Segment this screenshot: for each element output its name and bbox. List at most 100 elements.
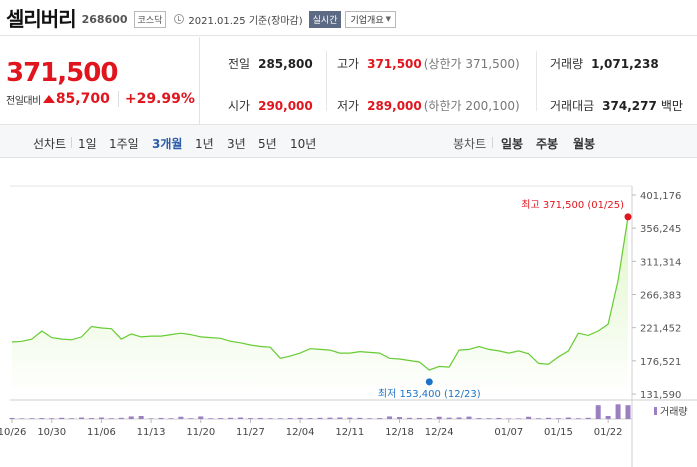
stat-low-value: 289,000 bbox=[367, 99, 422, 113]
stat-low-label: 저가 bbox=[337, 99, 360, 113]
stock-header: 셀리버리 268600 코스닥 2021.01.25 기준(장마감) 실시간 기… bbox=[0, 0, 697, 36]
volume-bar bbox=[19, 418, 25, 419]
y-tick-label: 266,383 bbox=[640, 291, 681, 302]
volume-bar bbox=[297, 417, 303, 419]
tab-period-1d[interactable]: 1일 bbox=[78, 137, 97, 151]
volume-bar bbox=[327, 417, 333, 419]
volume-bar bbox=[575, 418, 581, 419]
stat-amount-label: 거래대금 bbox=[550, 99, 595, 113]
change-label: 전일대비 bbox=[6, 95, 41, 107]
volume-bar bbox=[108, 418, 114, 419]
price-area bbox=[12, 216, 628, 394]
tab-period-5y[interactable]: 5년 bbox=[258, 137, 277, 151]
change-value: 85,700 bbox=[55, 91, 110, 107]
tab-period-3m[interactable]: 3개월 bbox=[152, 137, 183, 151]
volume-bar bbox=[456, 417, 462, 419]
volume-bar bbox=[168, 418, 174, 419]
tab-divider bbox=[71, 137, 72, 148]
tab-period-10y[interactable]: 10년 bbox=[290, 137, 317, 151]
volume-bar bbox=[625, 405, 631, 419]
price-chart: 401,176 356,245 311,314 266,383 221,452 176,5… bbox=[0, 185, 697, 467]
x-tick-label: 10/30 bbox=[37, 427, 66, 438]
stat-high-label: 고가 bbox=[337, 57, 360, 71]
x-tick-label: 01/15 bbox=[544, 427, 573, 438]
volume-bar bbox=[39, 418, 45, 419]
volume-bar bbox=[416, 417, 422, 419]
volume-bar bbox=[555, 418, 561, 419]
realtime-button[interactable]: 실시간 bbox=[308, 10, 342, 28]
tab-candle-chart[interactable]: 봉차트 bbox=[453, 137, 487, 151]
volume-bar bbox=[506, 418, 512, 419]
tab-monthly-candle[interactable]: 월봉 bbox=[573, 137, 596, 151]
volume-bar bbox=[585, 417, 591, 419]
high-label: 최고 371,500 (01/25) bbox=[521, 199, 624, 211]
volume-bar bbox=[188, 418, 194, 419]
volume-bar bbox=[337, 417, 343, 419]
tab-weekly-candle[interactable]: 주봉 bbox=[536, 137, 559, 151]
volume-bar bbox=[466, 416, 472, 419]
volume-bar bbox=[218, 418, 224, 419]
tab-period-3y[interactable]: 3년 bbox=[227, 137, 246, 151]
x-tick-label: 01/07 bbox=[494, 427, 523, 438]
price-summary: 371,500 전일대비 85,700 +29.99% bbox=[0, 37, 200, 124]
volume-bar bbox=[69, 418, 75, 419]
volume-bar bbox=[128, 416, 134, 419]
x-tick-label: 11/20 bbox=[186, 427, 215, 438]
y-tick-label: 356,245 bbox=[640, 224, 681, 235]
price-stats: 전일 285,800 시가 290,000 고가 371,500 (상한가 37… bbox=[200, 37, 697, 124]
volume-bar bbox=[29, 418, 35, 419]
stat-high-value: 371,500 bbox=[367, 57, 422, 71]
volume-bar bbox=[486, 418, 492, 419]
x-tick-label: 11/13 bbox=[137, 427, 166, 438]
x-tick-label: 11/27 bbox=[236, 427, 265, 438]
volume-legend-swatch bbox=[654, 407, 657, 415]
volume-bar bbox=[307, 418, 313, 419]
volume-bar bbox=[516, 418, 522, 419]
volume-bar bbox=[238, 417, 244, 419]
volume-bar bbox=[287, 418, 293, 419]
tab-period-1y[interactable]: 1년 bbox=[195, 137, 214, 151]
up-arrow-icon bbox=[42, 95, 55, 103]
volume-bar bbox=[9, 417, 15, 419]
stat-low-limit: (하한가 200,100) bbox=[423, 99, 520, 113]
volume-bar bbox=[198, 416, 204, 419]
volume-bar bbox=[118, 417, 124, 419]
stat-open-value: 290,000 bbox=[258, 99, 313, 113]
volume-bar bbox=[267, 418, 273, 419]
volume-bar bbox=[277, 418, 283, 419]
volume-bar bbox=[595, 405, 601, 419]
volume-bar bbox=[208, 418, 214, 419]
volume-bar bbox=[396, 417, 402, 419]
market-badge: 코스닥 bbox=[133, 10, 167, 28]
chart-tabs: 선차트 1일 1주일 3개월 1년 3년 5년 10년 봉차트 일봉 주봉 월봉 bbox=[0, 124, 697, 158]
high-marker bbox=[624, 213, 632, 221]
volume-bar bbox=[406, 417, 412, 419]
volume-bar bbox=[228, 417, 234, 419]
stat-amount: 거래대금 374,277 백만 bbox=[550, 97, 683, 114]
clock-icon bbox=[174, 14, 185, 24]
tab-period-1w[interactable]: 1주일 bbox=[109, 137, 139, 151]
tab-daily-candle[interactable]: 일봉 bbox=[501, 137, 524, 151]
volume-bar bbox=[426, 418, 432, 419]
volume-bar bbox=[257, 417, 263, 419]
stat-low: 저가 289,000 (하한가 200,100) bbox=[337, 97, 520, 114]
price-line bbox=[11, 216, 629, 371]
volume-bar bbox=[615, 404, 621, 419]
volume-bar bbox=[446, 417, 452, 419]
volume-bar bbox=[98, 417, 104, 419]
volume-bar bbox=[138, 416, 144, 419]
stats-divider bbox=[536, 51, 537, 111]
tab-line-chart[interactable]: 선차트 bbox=[33, 137, 67, 151]
volume-bar bbox=[317, 417, 323, 419]
change-percent: +29.99% bbox=[117, 91, 195, 107]
stat-volume-value: 1,071,238 bbox=[591, 57, 659, 71]
volume-bar bbox=[88, 418, 94, 419]
stat-volume-label: 거래량 bbox=[550, 57, 584, 71]
volume-bar bbox=[367, 418, 373, 419]
y-tick-label: 311,314 bbox=[640, 257, 681, 268]
company-overview-button[interactable]: 기업개요 ▼ bbox=[345, 10, 396, 28]
volume-legend-label: 거래량 bbox=[660, 406, 688, 418]
volume-bar bbox=[436, 416, 442, 419]
stock-name: 셀리버리 bbox=[6, 7, 77, 31]
stats-divider bbox=[326, 51, 327, 111]
